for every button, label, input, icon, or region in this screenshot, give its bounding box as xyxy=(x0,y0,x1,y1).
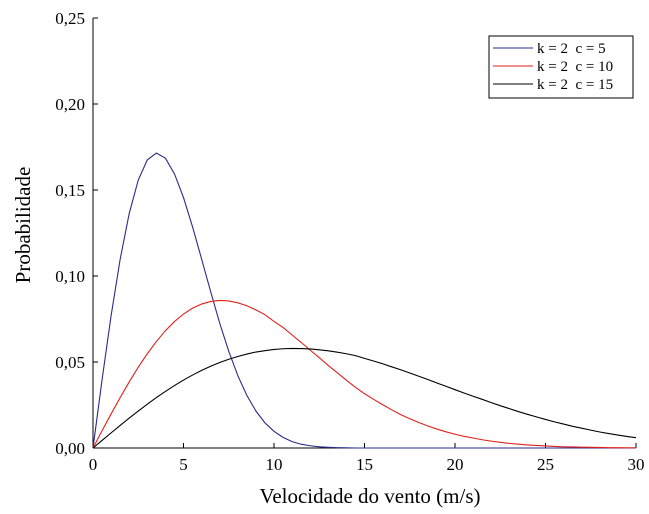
series-line-3 xyxy=(92,347,637,449)
y-tick-label: 0,00 xyxy=(55,439,85,458)
y-axis-title: Probabilidade xyxy=(11,167,35,284)
x-tick-label: 25 xyxy=(537,455,554,474)
y-tick-label: 0,15 xyxy=(55,181,85,200)
series-line-1 xyxy=(92,152,636,449)
series-lines xyxy=(92,152,637,449)
series-line-2 xyxy=(92,299,636,449)
x-tick-label: 5 xyxy=(179,455,188,474)
y-tick-label: 0,10 xyxy=(55,267,85,286)
legend-label-1: k = 2 c = 5 xyxy=(537,41,606,57)
legend: k = 2 c = 5 k = 2 c = 10 k = 2 c = 15 xyxy=(488,35,634,99)
x-tick-label: 0 xyxy=(89,455,98,474)
y-tick-label: 0,20 xyxy=(55,95,85,114)
legend-box xyxy=(488,35,634,99)
legend-label-2: k = 2 c = 10 xyxy=(537,59,613,75)
x-tick-label: 30 xyxy=(628,455,645,474)
y-tick-label: 0,05 xyxy=(55,353,85,372)
legend-label-3: k = 2 c = 15 xyxy=(537,77,613,93)
y-ticks: 0,00 0,05 0,10 0,15 0,20 0,25 xyxy=(55,9,98,458)
x-tick-label: 20 xyxy=(447,455,464,474)
x-tick-label: 15 xyxy=(356,455,373,474)
x-axis-title: Velocidade do vento (m/s) xyxy=(259,484,480,508)
x-ticks: 0 5 10 15 20 25 30 xyxy=(89,443,645,474)
y-tick-label: 0,25 xyxy=(55,9,85,28)
x-tick-label: 10 xyxy=(266,455,283,474)
